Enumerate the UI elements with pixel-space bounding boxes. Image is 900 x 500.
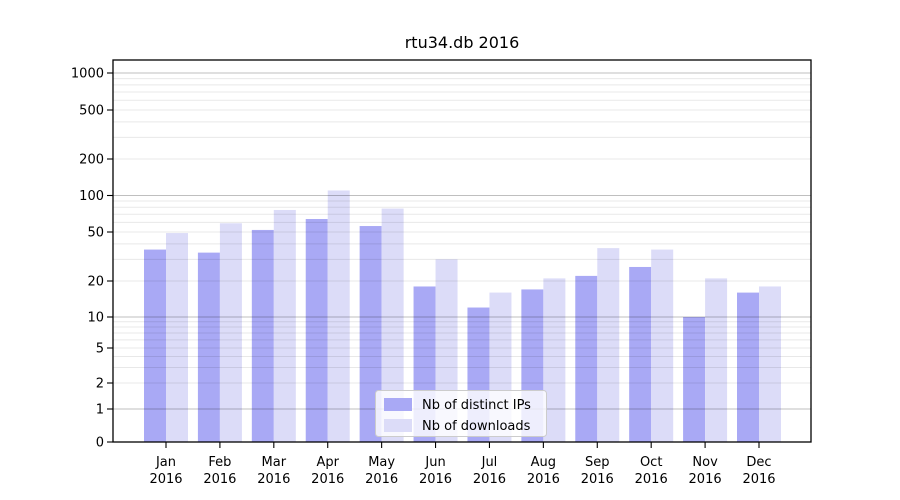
- bar-distinct-ips: [197, 252, 220, 442]
- legend-label-downloads: Nb of downloads: [422, 419, 531, 434]
- legend-swatch-distinct-ips: [384, 398, 412, 411]
- x-tick-label-month: Jul: [481, 455, 498, 470]
- x-tick-label-month: Apr: [316, 455, 339, 470]
- bar-distinct-ips: [251, 229, 274, 442]
- x-tick-label-month: Nov: [692, 455, 718, 470]
- plot-frame: [112, 59, 812, 443]
- y-tick-label: 0: [96, 436, 104, 451]
- x-tick-label-year: 2016: [257, 472, 290, 487]
- bar-distinct-ips: [575, 275, 598, 442]
- bar-distinct-ips: [359, 226, 382, 442]
- y-tick-label: 500: [79, 104, 104, 119]
- x-tick-label-month: Jan: [155, 455, 176, 470]
- bar-downloads: [327, 190, 350, 442]
- x-tick-label-year: 2016: [203, 472, 236, 487]
- legend-label-distinct-ips: Nb of distinct IPs: [422, 398, 531, 413]
- x-tick-label-month: Feb: [208, 455, 231, 470]
- y-tick-label: 50: [87, 226, 104, 241]
- labels-layer: 0 1 2 5 10 20 50 100 200 500 1000 Jan 2016 Feb 2016 Mar…: [71, 67, 776, 488]
- bar-downloads: [273, 209, 296, 442]
- bar-distinct-ips: [144, 249, 166, 442]
- bar-downloads: [543, 278, 566, 442]
- x-tick-label-month: Jun: [424, 455, 445, 470]
- y-tick-label: 100: [79, 189, 104, 204]
- bar-downloads: [381, 208, 404, 442]
- y-tick-label: 1: [96, 403, 104, 418]
- grid-layer: [113, 72, 811, 410]
- chart-title: rtu34.db 2016: [405, 33, 520, 52]
- bar-downloads: [651, 249, 674, 442]
- bar-distinct-ips: [305, 219, 328, 442]
- y-tick-label: 1000: [71, 67, 104, 82]
- x-tick-label-year: 2016: [365, 472, 398, 487]
- legend-swatch-downloads: [384, 419, 412, 432]
- y-tick-label: 200: [79, 153, 104, 168]
- x-tick-label-year: 2016: [635, 472, 668, 487]
- x-tick-label-year: 2016: [419, 472, 452, 487]
- x-tick-label-month: Sep: [585, 455, 610, 470]
- legend-box: [375, 390, 547, 437]
- bar-distinct-ips: [629, 266, 652, 442]
- y-tick-label: 20: [87, 275, 104, 290]
- legend: Nb of distinct IPs Nb of downloads: [375, 390, 547, 437]
- ticks-layer: [107, 72, 760, 448]
- bar-downloads: [759, 286, 781, 442]
- x-tick-label-month: Oct: [640, 455, 662, 470]
- x-tick-label-year: 2016: [473, 472, 506, 487]
- y-tick-label: 5: [96, 342, 104, 357]
- bar-downloads: [597, 248, 620, 442]
- x-tick-label-month: May: [368, 455, 395, 470]
- bar-downloads: [219, 223, 242, 442]
- bar-distinct-ips: [683, 317, 706, 442]
- x-tick-label-year: 2016: [742, 472, 775, 487]
- x-tick-label-year: 2016: [581, 472, 614, 487]
- bar-downloads: [166, 233, 188, 442]
- y-tick-label: 10: [87, 311, 104, 326]
- x-tick-label-year: 2016: [311, 472, 344, 487]
- bar-downloads: [705, 278, 728, 442]
- x-tick-label-year: 2016: [527, 472, 560, 487]
- x-tick-label-month: Mar: [262, 455, 287, 470]
- y-tick-label: 2: [96, 377, 104, 392]
- bar-distinct-ips: [737, 292, 759, 442]
- x-tick-label-month: Aug: [531, 455, 556, 470]
- x-tick-label-month: Dec: [746, 455, 771, 470]
- x-tick-label-year: 2016: [149, 472, 182, 487]
- x-tick-label-year: 2016: [689, 472, 722, 487]
